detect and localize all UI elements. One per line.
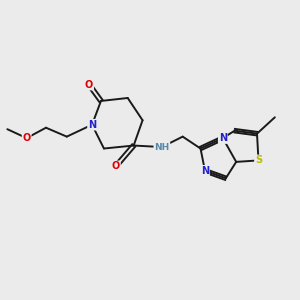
Text: O: O: [112, 161, 120, 171]
Text: NH: NH: [154, 142, 170, 152]
Text: N: N: [219, 133, 227, 143]
Text: N: N: [88, 120, 96, 130]
Text: O: O: [22, 133, 31, 143]
Text: N: N: [201, 166, 209, 176]
Text: S: S: [255, 155, 262, 165]
Text: O: O: [85, 80, 93, 90]
